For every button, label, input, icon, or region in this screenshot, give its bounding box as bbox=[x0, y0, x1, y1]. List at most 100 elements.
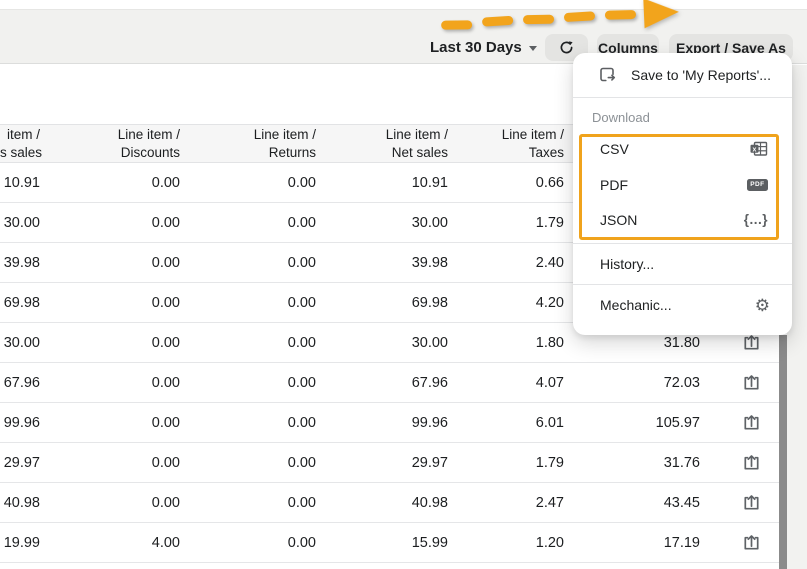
column-header-net-sales[interactable]: Line item / Net sales bbox=[385, 126, 448, 160]
braces-icon: {...} bbox=[743, 212, 768, 227]
vertical-scrollbar-thumb[interactable] bbox=[779, 335, 787, 569]
cell-total: 43.45 bbox=[663, 494, 700, 511]
cell-discounts: 0.00 bbox=[151, 494, 180, 511]
table-row: 40.98 0.00 0.00 40.98 2.47 43.45 bbox=[0, 483, 779, 523]
svg-text:x: x bbox=[753, 146, 757, 153]
cell-net-sales: 40.98 bbox=[411, 494, 448, 511]
cell-net-sales: 39.98 bbox=[411, 254, 448, 271]
cell-returns: 0.00 bbox=[287, 494, 316, 511]
cell-returns: 0.00 bbox=[287, 294, 316, 311]
cell-total: 31.76 bbox=[663, 454, 700, 471]
cell-net-sales: 30.00 bbox=[411, 334, 448, 351]
export-button-label: Export / Save As bbox=[676, 39, 786, 56]
cell-discounts: 0.00 bbox=[151, 454, 180, 471]
cell-taxes: 1.79 bbox=[535, 214, 564, 231]
cell-taxes: 1.80 bbox=[535, 334, 564, 351]
spreadsheet-icon: x bbox=[750, 141, 768, 156]
cell-gross-sales: 69.98 bbox=[3, 294, 40, 311]
row-export-icon[interactable] bbox=[742, 413, 761, 432]
cell-gross-sales: 39.98 bbox=[3, 254, 40, 271]
download-section-label: Download bbox=[592, 110, 650, 125]
cell-net-sales: 99.96 bbox=[411, 414, 448, 431]
menu-item-csv[interactable]: CSV x bbox=[573, 131, 792, 167]
column-header-taxes[interactable]: Line item / Taxes bbox=[501, 126, 564, 160]
table-row: 99.96 0.00 0.00 99.96 6.01 105.97 bbox=[0, 403, 779, 443]
menu-item-mechanic[interactable]: Mechanic... ⚙ bbox=[573, 285, 792, 325]
pdf-badge-icon: PDF bbox=[746, 178, 768, 192]
cell-returns: 0.00 bbox=[287, 254, 316, 271]
cell-gross-sales: 10.91 bbox=[3, 174, 40, 191]
cell-returns: 0.00 bbox=[287, 454, 316, 471]
column-header-gross-sales[interactable]: item / s sales bbox=[0, 126, 43, 160]
gear-icon: ⚙ bbox=[754, 295, 770, 315]
export-dropdown-menu: Save to 'My Reports'... Download CSV x P… bbox=[573, 53, 792, 335]
cell-discounts: 0.00 bbox=[151, 214, 180, 231]
menu-item-save-to-my-reports[interactable]: Save to 'My Reports'... bbox=[573, 53, 792, 98]
row-export-icon[interactable] bbox=[742, 453, 761, 472]
cell-discounts: 0.00 bbox=[151, 294, 180, 311]
cell-net-sales: 15.99 bbox=[411, 534, 448, 551]
cell-gross-sales: 29.97 bbox=[3, 454, 40, 471]
table-row: 29.97 0.00 0.00 29.97 1.79 31.76 bbox=[0, 443, 779, 483]
menu-item-history[interactable]: History... bbox=[573, 244, 792, 284]
cell-returns: 0.00 bbox=[287, 334, 316, 351]
date-range-selector[interactable]: Last 30 Days bbox=[430, 36, 537, 58]
cell-taxes: 2.47 bbox=[535, 494, 564, 511]
menu-item-label: History... bbox=[600, 256, 655, 272]
row-export-icon[interactable] bbox=[742, 533, 761, 552]
menu-item-label: Mechanic... bbox=[600, 297, 672, 313]
cell-returns: 0.00 bbox=[287, 174, 316, 191]
cell-gross-sales: 30.00 bbox=[3, 214, 40, 231]
cell-discounts: 0.00 bbox=[151, 174, 180, 191]
table-row: 19.99 4.00 0.00 15.99 1.20 17.19 bbox=[0, 523, 779, 563]
column-header-returns[interactable]: Line item / Returns bbox=[253, 126, 316, 160]
column-header-discounts[interactable]: Line item / Discounts bbox=[117, 126, 180, 160]
cell-gross-sales: 67.96 bbox=[3, 374, 40, 391]
table-row: 67.96 0.00 0.00 67.96 4.07 72.03 bbox=[0, 363, 779, 403]
cell-total: 105.97 bbox=[655, 414, 700, 431]
columns-button-label: Columns bbox=[598, 39, 658, 56]
row-export-icon[interactable] bbox=[742, 493, 761, 512]
cell-discounts: 4.00 bbox=[151, 534, 180, 551]
menu-item-label: Save to 'My Reports'... bbox=[631, 67, 771, 83]
save-report-icon bbox=[600, 67, 616, 82]
chevron-down-icon bbox=[528, 45, 537, 51]
cell-total: 17.19 bbox=[663, 534, 700, 551]
cell-net-sales: 30.00 bbox=[411, 214, 448, 231]
cell-net-sales: 10.91 bbox=[411, 174, 448, 191]
cell-returns: 0.00 bbox=[287, 534, 316, 551]
cell-discounts: 0.00 bbox=[151, 374, 180, 391]
cell-taxes: 0.66 bbox=[535, 174, 564, 191]
cell-gross-sales: 30.00 bbox=[3, 334, 40, 351]
cell-taxes: 4.07 bbox=[535, 374, 564, 391]
row-export-icon[interactable] bbox=[742, 333, 761, 352]
menu-divider bbox=[573, 243, 792, 244]
menu-item-label: PDF bbox=[600, 177, 628, 193]
cell-returns: 0.00 bbox=[287, 414, 316, 431]
cell-net-sales: 29.97 bbox=[411, 454, 448, 471]
row-export-icon[interactable] bbox=[742, 373, 761, 392]
menu-item-json[interactable]: JSON {...} bbox=[573, 203, 792, 236]
cell-total: 31.80 bbox=[663, 334, 700, 351]
cell-net-sales: 69.98 bbox=[411, 294, 448, 311]
page-gutter bbox=[787, 65, 807, 569]
cell-taxes: 1.20 bbox=[535, 534, 564, 551]
cell-returns: 0.00 bbox=[287, 214, 316, 231]
cell-taxes: 4.20 bbox=[535, 294, 564, 311]
menu-divider bbox=[573, 284, 792, 285]
cell-taxes: 2.40 bbox=[535, 254, 564, 271]
cell-discounts: 0.00 bbox=[151, 414, 180, 431]
cell-discounts: 0.00 bbox=[151, 334, 180, 351]
cell-gross-sales: 40.98 bbox=[3, 494, 40, 511]
cell-discounts: 0.00 bbox=[151, 254, 180, 271]
menu-item-label: CSV bbox=[600, 141, 629, 157]
cell-returns: 0.00 bbox=[287, 374, 316, 391]
cell-gross-sales: 99.96 bbox=[3, 414, 40, 431]
refresh-icon bbox=[560, 41, 573, 54]
menu-item-pdf[interactable]: PDF PDF bbox=[573, 167, 792, 203]
cell-gross-sales: 19.99 bbox=[3, 534, 40, 551]
menu-item-label: JSON bbox=[600, 211, 638, 228]
date-range-label: Last 30 Days bbox=[430, 38, 522, 56]
cell-net-sales: 67.96 bbox=[411, 374, 448, 391]
